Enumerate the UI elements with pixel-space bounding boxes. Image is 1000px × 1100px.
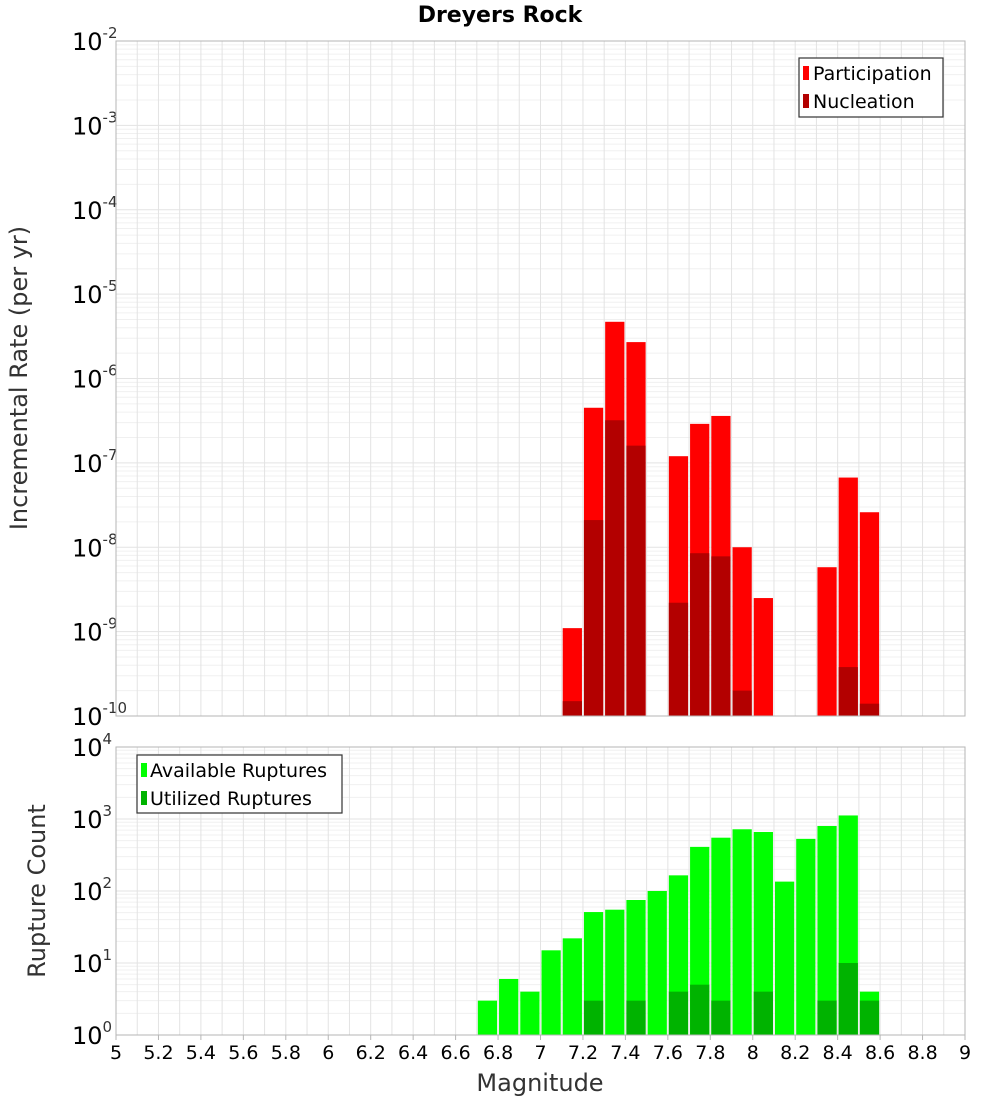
count-bar-utilized [859,1000,880,1035]
rate-y-tick-label: 10-9 [72,615,118,647]
count-bar-available [562,938,582,1035]
x-tick-label: 8.8 [907,1042,937,1064]
rate-gridlines [115,40,966,717]
count-bar-utilized [817,1000,837,1035]
count-bar-utilized [626,1000,646,1035]
x-tick-label: 5.2 [143,1042,173,1064]
count-bar-utilized [838,963,858,1035]
rate-y-tick-label: 10-10 [72,699,127,731]
count-y-axis-label: Rupture Count [23,804,51,978]
chart-title: Dreyers Rock [418,3,584,28]
x-tick-label: 8.2 [780,1042,810,1064]
count-bar-utilized [753,991,773,1035]
x-tick-label: 8.6 [865,1042,895,1064]
x-tick-label: 7.6 [653,1042,683,1064]
x-tick-label: 6 [322,1042,334,1064]
rate-legend-box [798,57,944,118]
rate-bar-nucleation [626,445,646,716]
x-tick-label: 8 [747,1042,759,1064]
rate-y-tick-label: 10-3 [72,108,118,140]
count-bar-available [499,978,519,1035]
rate-legend: Participation Nucleation [798,57,944,118]
x-tick-label: 5.8 [271,1042,301,1064]
count-bar-available [520,991,540,1035]
x-tick-label: 7.4 [610,1042,640,1064]
rate-bar-nucleation [605,420,625,716]
rate-bar-nucleation [583,520,604,716]
rate-y-tick-label: 10-8 [72,530,118,562]
count-bar-available [605,909,625,1035]
available-legend-swatch [141,763,147,777]
count-y-tick-label: 102 [72,874,112,906]
x-tick-label: 7 [534,1042,546,1064]
x-tick-label: 6.4 [398,1042,428,1064]
rate-bar-participation [838,477,858,716]
rate-bar-nucleation [690,553,710,716]
count-bars [477,815,880,1035]
x-tick-label: 5.4 [186,1042,216,1064]
participation-legend-label: Participation [813,63,932,85]
rate-bar-nucleation [711,556,731,716]
rate-bar-participation [562,628,582,716]
count-bar-available [647,891,667,1035]
rate-plot-border [115,40,966,717]
rate-y-tick-label: 10-4 [72,193,118,225]
available-legend-label: Available Ruptures [150,760,327,782]
count-bar-available [732,829,752,1035]
x-tick-label: 7.8 [695,1042,725,1064]
count-panel: 100 101 102 103 104 Rupture Count Available … [23,730,971,1097]
x-tick-label: 5 [110,1042,122,1064]
rate-bar-nucleation [838,667,858,716]
rate-y-tick-label: 10-6 [72,362,118,394]
count-y-tick-label: 100 [72,1018,112,1050]
rate-y-tick-label: 10-7 [72,446,118,478]
count-bar-available [796,838,816,1035]
count-bar-available [774,881,795,1035]
rate-panel: 10-10 10-9 10-8 10-7 10-6 10-5 10-4 10-3 10-2 In… [5,24,966,731]
count-y-tick-label: 101 [72,946,112,978]
utilized-legend-swatch [141,791,147,805]
nucleation-legend-swatch [803,94,809,108]
x-axis-label: Magnitude [476,1069,603,1097]
participation-legend-swatch [803,66,809,80]
count-legend: Available Ruptures Utilized Ruptures [136,754,343,814]
x-tick-label: 8.4 [823,1042,853,1064]
rate-bar-nucleation [562,701,582,716]
rate-y-ticks: 10-10 10-9 10-8 10-7 10-6 10-5 10-4 10-3 10-2 [72,24,127,731]
count-bar-utilized [711,1000,731,1035]
rate-bar-participation [859,512,880,716]
count-bar-utilized [668,991,689,1035]
count-bar-available [477,1000,498,1035]
count-bar-utilized [690,984,710,1035]
x-tick-label: 6.8 [483,1042,513,1064]
rate-bar-participation [753,598,773,716]
rate-bar-participation [817,567,837,716]
count-bar-available [711,837,731,1035]
count-legend-box [136,754,343,814]
count-bar-utilized [583,1000,604,1035]
x-tick-label: 7.2 [568,1042,598,1064]
rate-y-tick-label: 10-2 [72,24,118,56]
x-tick-label: 6.2 [356,1042,386,1064]
rate-bar-participation [732,547,752,716]
x-tick-label: 5.6 [228,1042,258,1064]
rate-y-tick-label: 10-5 [72,277,118,309]
x-tick-label: 9 [959,1042,971,1064]
rate-bars [562,321,880,716]
count-y-ticks: 100 101 102 103 104 [72,730,112,1050]
count-bar-available [817,825,837,1035]
count-y-tick-label: 104 [72,730,112,762]
count-y-tick-label: 103 [72,802,112,834]
magnitude-x-ticks: 5 5.2 5.4 5.6 5.8 6 6.2 6.4 6.6 6.8 7 7.2 7.4 7.6 7.8 8… [110,1035,971,1064]
x-tick-label: 6.6 [440,1042,470,1064]
rate-bar-nucleation [668,602,689,716]
utilized-legend-label: Utilized Ruptures [150,788,312,810]
count-bar-available [753,831,773,1035]
nucleation-legend-label: Nucleation [813,91,915,113]
rate-bar-nucleation [859,703,880,716]
rate-bar-nucleation [732,690,752,716]
count-bar-available [541,950,561,1035]
rate-y-axis-label: Incremental Rate (per yr) [5,226,33,530]
